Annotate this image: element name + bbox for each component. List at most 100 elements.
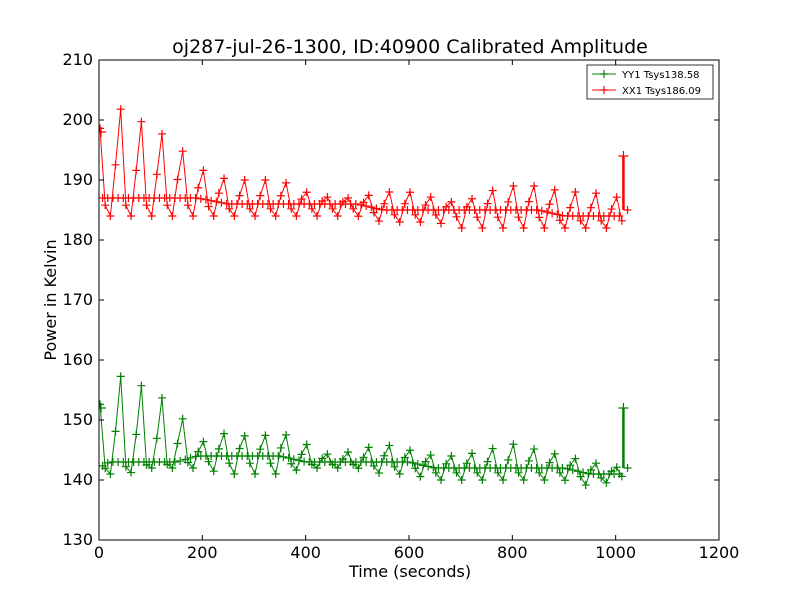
data-point [597, 216, 606, 225]
data-point [550, 185, 559, 194]
data-point [176, 456, 185, 465]
x-tick-label: 800 [497, 543, 528, 562]
data-point [602, 224, 611, 232]
data-point [447, 197, 456, 206]
legend-label: YY1 Tsys138.58 [621, 70, 700, 81]
data-point [289, 455, 298, 464]
data-point [504, 455, 513, 464]
x-tick-label: 600 [394, 543, 425, 562]
data-point [99, 403, 106, 413]
data-point [274, 452, 283, 460]
data-point [519, 224, 528, 232]
series-layer [99, 105, 632, 490]
data-point [220, 429, 229, 438]
data-point [225, 459, 234, 468]
data-point [586, 203, 595, 212]
data-point [271, 212, 280, 220]
data-point [385, 188, 394, 196]
data-point [106, 212, 115, 220]
data-point [266, 204, 275, 213]
data-point [473, 213, 482, 222]
data-point [240, 176, 249, 184]
data-point [600, 86, 608, 94]
data-point [478, 476, 487, 484]
data-point [424, 462, 433, 471]
data-point [400, 199, 409, 208]
data-point [509, 182, 518, 190]
data-point [294, 456, 303, 465]
data-point [369, 208, 378, 217]
x-tick-label: 0 [94, 543, 104, 562]
y-tick-label: 160 [62, 350, 93, 369]
data-point [204, 457, 213, 466]
data-point [509, 440, 518, 449]
data-point [499, 224, 508, 232]
data-point [209, 212, 218, 220]
data-point [462, 459, 471, 468]
series-1 [99, 105, 632, 232]
data-point [212, 197, 221, 206]
data-point [207, 196, 216, 205]
data-point [152, 434, 161, 443]
data-point [615, 212, 624, 220]
data-point [235, 444, 244, 453]
data-point [189, 464, 198, 472]
data-point [178, 414, 187, 423]
data-point [349, 204, 358, 213]
data-point [607, 205, 616, 214]
data-point [209, 467, 218, 476]
data-point [555, 216, 564, 225]
data-point [116, 372, 125, 381]
data-point [566, 203, 575, 212]
data-point [615, 470, 624, 478]
data-point [196, 194, 205, 203]
data-point [214, 444, 223, 453]
y-tick-label: 210 [62, 50, 93, 69]
data-point [178, 147, 187, 156]
data-point [406, 446, 415, 455]
data-point [354, 212, 363, 221]
data-point [297, 450, 306, 459]
data-point [152, 170, 161, 179]
data-point [323, 450, 332, 459]
data-point [181, 455, 190, 464]
data-point [561, 476, 570, 485]
data-point [183, 201, 192, 210]
data-point [287, 459, 296, 468]
data-point [137, 117, 146, 126]
x-tick-label: 1200 [699, 543, 740, 562]
data-point [147, 464, 156, 472]
data-point [395, 218, 404, 226]
data-point [364, 443, 373, 452]
data-point [535, 468, 544, 477]
data-point [483, 457, 492, 466]
y-tick-label: 180 [62, 230, 93, 249]
data-point [313, 212, 322, 220]
data-point [530, 182, 539, 190]
data-point [292, 466, 301, 475]
y-tick-label: 200 [62, 110, 93, 129]
data-point [545, 458, 554, 467]
data-point [307, 204, 316, 213]
data-point [99, 127, 106, 137]
data-point [287, 204, 296, 213]
data-point [447, 452, 456, 460]
data-point [214, 189, 223, 198]
data-point [612, 193, 621, 202]
data-point [245, 204, 254, 213]
data-point [116, 105, 125, 114]
data-point [442, 459, 451, 468]
data-point [230, 470, 239, 478]
data-point [623, 206, 632, 214]
data-point [328, 204, 337, 213]
data-point [372, 204, 381, 213]
data-point [173, 439, 182, 448]
x-tick-label: 1000 [595, 543, 636, 562]
data-point [333, 464, 342, 472]
data-point [271, 470, 280, 478]
data-point [127, 468, 136, 477]
data-point [142, 201, 151, 210]
data-point [375, 217, 384, 226]
data-point [240, 431, 249, 440]
data-point [163, 201, 172, 210]
